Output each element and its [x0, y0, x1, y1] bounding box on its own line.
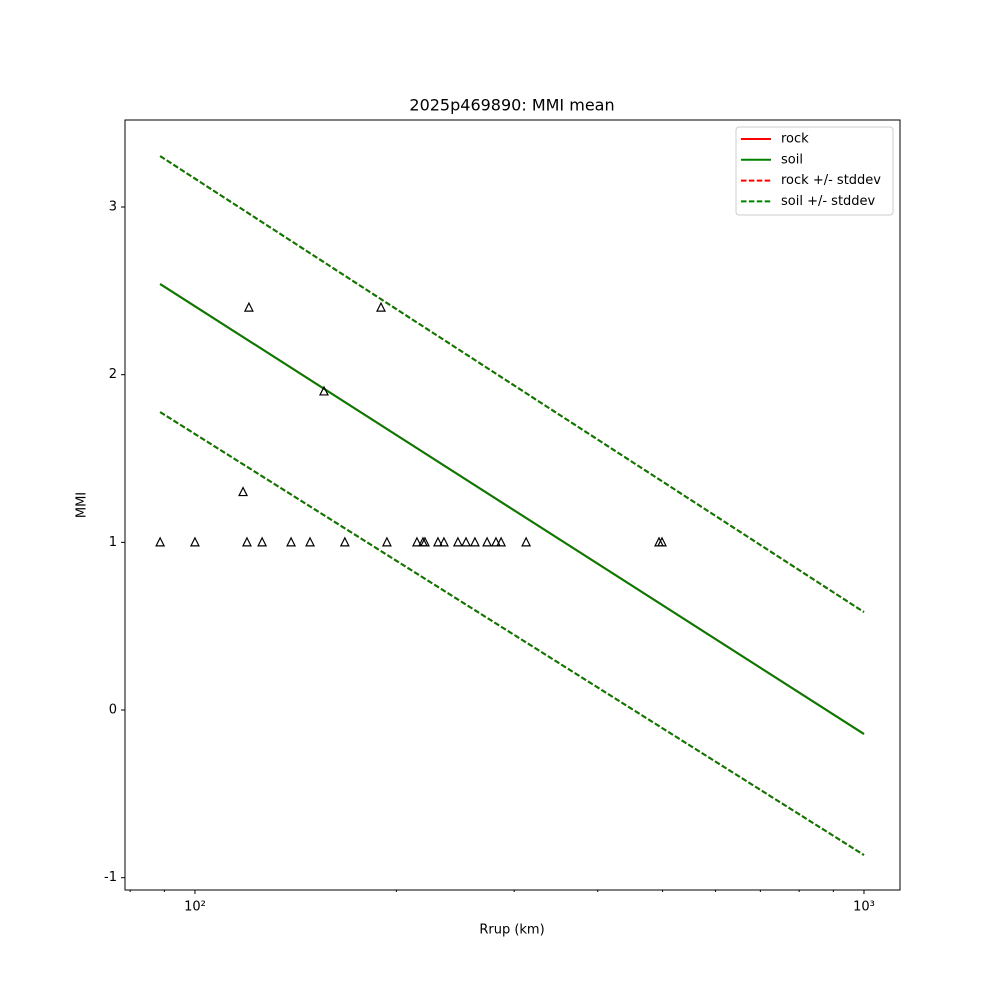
observation-marker — [438, 536, 449, 547]
line — [159, 411, 865, 856]
observation-marker — [411, 536, 422, 547]
x-tick-label: 10² — [184, 900, 206, 915]
legend-label: soil +/- stddev — [781, 194, 876, 209]
observation-marker — [155, 536, 166, 547]
observation-marker — [420, 536, 430, 547]
y-tick-label: 0 — [109, 703, 117, 718]
y-tick-label: 3 — [109, 200, 117, 215]
y-tick-label: -1 — [104, 870, 117, 885]
legend-label: rock +/- stddev — [781, 173, 881, 188]
observation-marker — [286, 536, 297, 547]
y-axis-label: MMI — [75, 492, 90, 518]
x-axis-label: Rrup (km) — [479, 923, 544, 938]
observation-marker — [376, 301, 386, 312]
observation-marker — [491, 536, 501, 547]
observation-marker — [319, 385, 329, 396]
observation-marker — [241, 536, 252, 547]
line — [159, 283, 865, 735]
line — [159, 155, 865, 613]
observation-marker — [189, 536, 200, 547]
observation-marker — [469, 536, 480, 547]
observation-marker — [305, 536, 316, 547]
observation-marker — [657, 536, 667, 547]
y-tick-label: 1 — [109, 535, 117, 550]
y-tick-label: 2 — [109, 367, 117, 382]
chart-title: 2025p469890: MMI mean — [409, 96, 614, 115]
legend-box — [735, 126, 894, 216]
legend-label: soil — [781, 152, 803, 167]
legend-label: rock — [781, 132, 809, 147]
observation-marker — [461, 536, 472, 547]
observation-marker — [521, 536, 532, 547]
observation-marker — [482, 536, 493, 547]
plot-frame — [124, 119, 901, 891]
observation-marker — [433, 536, 443, 547]
observation-marker — [496, 536, 507, 547]
observation-marker — [257, 536, 268, 547]
observation-marker — [381, 536, 392, 547]
observation-marker — [243, 301, 254, 312]
observation-marker — [452, 536, 463, 547]
observation-marker — [238, 486, 249, 497]
observation-marker — [339, 536, 350, 547]
x-tick-label: 10³ — [853, 900, 875, 915]
